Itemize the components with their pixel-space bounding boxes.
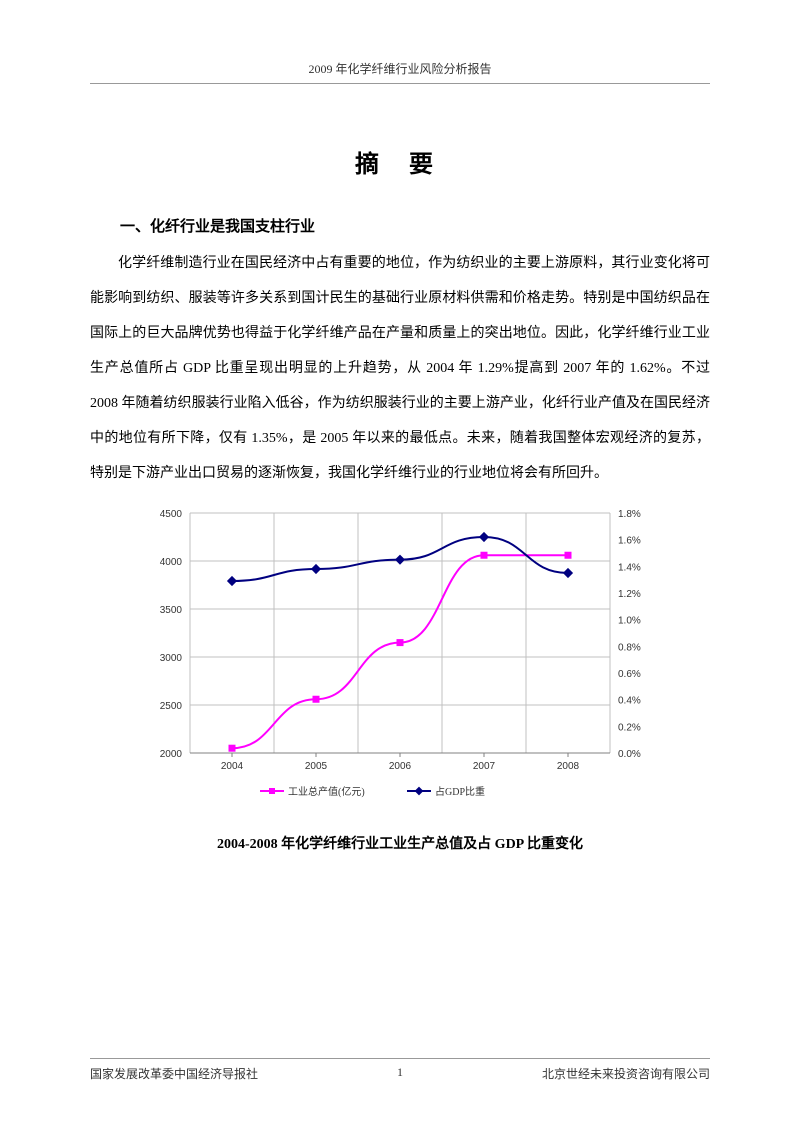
svg-text:1.2%: 1.2% <box>618 589 641 600</box>
svg-text:0.8%: 0.8% <box>618 642 641 653</box>
chart-caption: 2004-2008 年化学纤维行业工业生产总值及占 GDP 比重变化 <box>90 833 710 853</box>
svg-text:1.0%: 1.0% <box>618 616 641 627</box>
svg-text:0.4%: 0.4% <box>618 696 641 707</box>
section-subtitle: 一、化纤行业是我国支柱行业 <box>90 215 710 236</box>
svg-text:工业总产值(亿元): 工业总产值(亿元) <box>288 785 365 798</box>
svg-text:2004: 2004 <box>221 761 244 772</box>
body-paragraph: 化学纤维制造行业在国民经济中占有重要的地位，作为纺织业的主要上游原料，其行业变化… <box>90 246 710 491</box>
svg-text:0.2%: 0.2% <box>618 722 641 733</box>
chart-container: 2000 2500 3000 3500 4000 4500 0.0% 0.2% 0.4% 0.6%… <box>130 503 670 803</box>
abstract-title: 摘 要 <box>90 144 710 179</box>
footer-right: 北京世经未来投资咨询有限公司 <box>542 1065 710 1082</box>
svg-text:1.4%: 1.4% <box>618 562 641 573</box>
svg-text:2005: 2005 <box>305 761 328 772</box>
page-header: 2009 年化学纤维行业风险分析报告 <box>90 60 710 84</box>
page-footer: 国家发展改革委中国经济导报社 1 北京世经未来投资咨询有限公司 <box>90 1058 710 1082</box>
svg-text:0.0%: 0.0% <box>618 749 641 760</box>
footer-left: 国家发展改革委中国经济导报社 <box>90 1065 258 1082</box>
svg-text:2000: 2000 <box>160 749 183 760</box>
footer-page-number: 1 <box>397 1065 403 1080</box>
svg-text:2500: 2500 <box>160 701 183 712</box>
svg-text:4000: 4000 <box>160 557 183 568</box>
dual-axis-chart: 2000 2500 3000 3500 4000 4500 0.0% 0.2% 0.4% 0.6%… <box>130 503 670 803</box>
svg-text:3500: 3500 <box>160 605 183 616</box>
svg-text:2006: 2006 <box>389 761 412 772</box>
svg-text:1.8%: 1.8% <box>618 509 641 520</box>
svg-text:3000: 3000 <box>160 653 183 664</box>
svg-text:2007: 2007 <box>473 761 496 772</box>
svg-text:1.6%: 1.6% <box>618 536 641 547</box>
svg-text:占GDP比重: 占GDP比重 <box>435 785 485 798</box>
svg-text:0.6%: 0.6% <box>618 669 641 680</box>
svg-text:4500: 4500 <box>160 509 183 520</box>
svg-text:2008: 2008 <box>557 761 580 772</box>
